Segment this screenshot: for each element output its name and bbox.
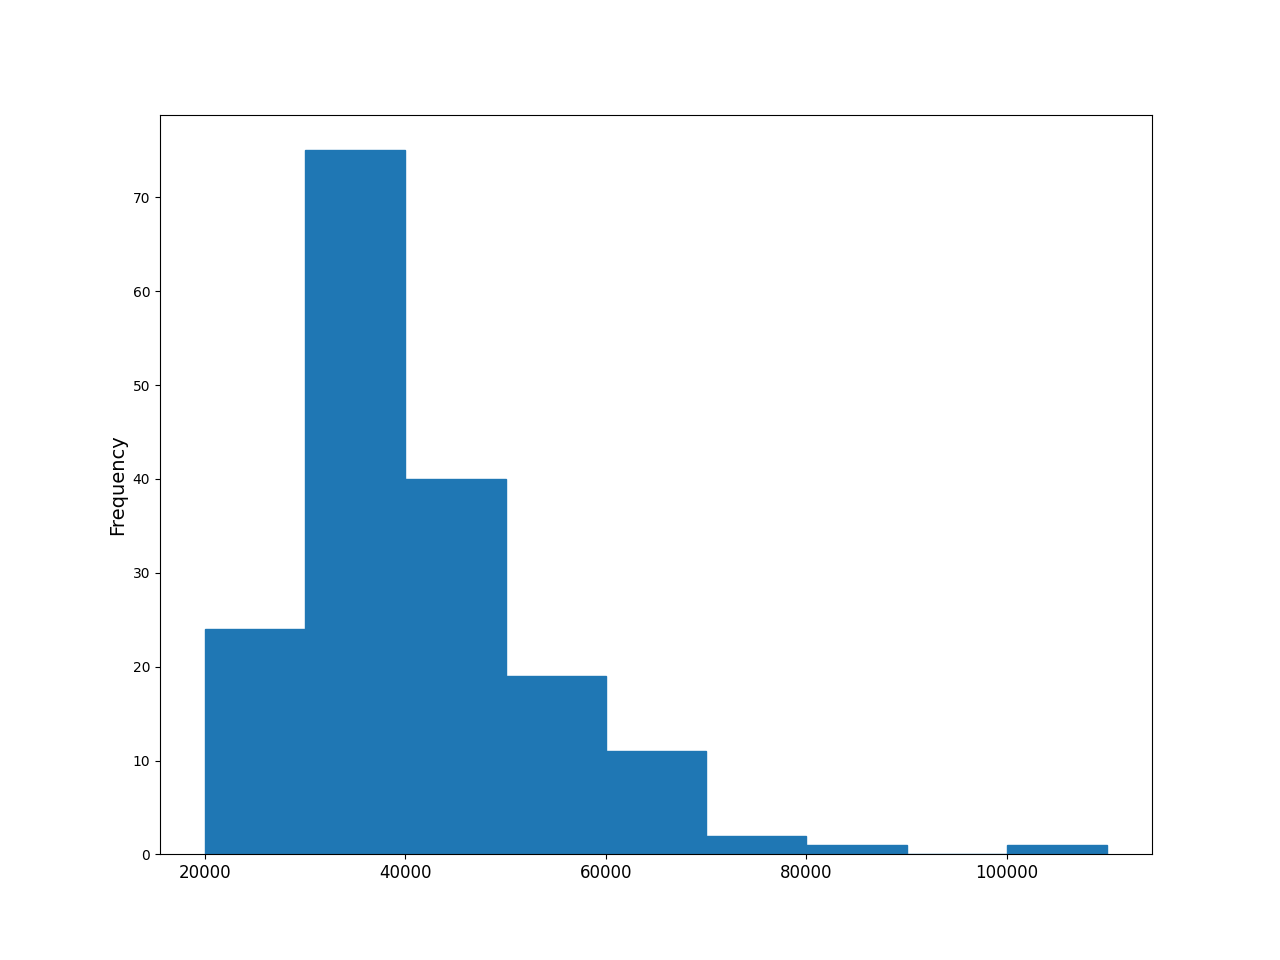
Bar (306, 151, 406, 854)
Y-axis label: Frequency: Frequency (108, 435, 127, 535)
Bar (605, 751, 707, 854)
Bar (506, 676, 605, 854)
Bar (205, 629, 306, 854)
Bar (707, 835, 806, 854)
Bar (806, 845, 906, 854)
Bar (1006, 845, 1107, 854)
Bar (406, 479, 506, 854)
